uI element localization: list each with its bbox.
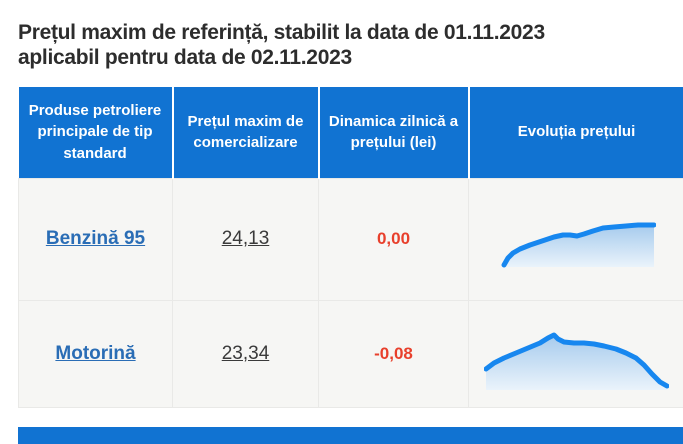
table-row-benzina-95: Benzină 95 24,13 0,00 bbox=[19, 178, 683, 300]
table-row-motorina: Motorină 23,34 -0,08 bbox=[19, 300, 683, 407]
header-max-price: Prețul maxim de comercializare bbox=[173, 87, 319, 178]
cell-chart-motorina bbox=[469, 300, 683, 407]
benzina-95-link[interactable]: Benzină 95 bbox=[46, 228, 145, 249]
cell-dynamics-benzina: 0,00 bbox=[319, 178, 469, 300]
next-table-header-bar-cutoff bbox=[18, 427, 683, 444]
page-title-line1: Prețul maxim de referință, stabilit la d… bbox=[18, 21, 545, 44]
benzina-95-dynamics-value: 0,00 bbox=[377, 229, 410, 248]
cell-product-benzina: Benzină 95 bbox=[19, 178, 173, 300]
motorina-sparkline-chart bbox=[484, 327, 669, 391]
cell-chart-benzina bbox=[469, 178, 683, 300]
fuel-price-table: Produse petroliere principale de tip sta… bbox=[18, 87, 683, 408]
header-products: Produse petroliere principale de tip sta… bbox=[19, 87, 173, 178]
cell-dynamics-motorina: -0,08 bbox=[319, 300, 469, 407]
motorina-link[interactable]: Motorină bbox=[55, 343, 135, 364]
header-daily-dynamics: Dinamica zilnică a prețului (lei) bbox=[319, 87, 469, 178]
motorina-price-link[interactable]: 23,34 bbox=[222, 343, 270, 364]
benzina-95-sparkline-chart bbox=[496, 215, 656, 269]
benzina-95-price-link[interactable]: 24,13 bbox=[222, 228, 270, 249]
page-title: Prețul maxim de referință, stabilit la d… bbox=[18, 20, 673, 70]
cell-price-motorina: 23,34 bbox=[173, 300, 319, 407]
cell-product-motorina: Motorină bbox=[19, 300, 173, 407]
motorina-dynamics-value: -0,08 bbox=[374, 344, 413, 363]
page-title-line2: aplicabil pentru data de 02.11.2023 bbox=[18, 46, 352, 69]
header-price-evolution: Evoluția prețului bbox=[469, 87, 683, 178]
cell-price-benzina: 24,13 bbox=[173, 178, 319, 300]
table-header-row: Produse petroliere principale de tip sta… bbox=[19, 87, 683, 178]
